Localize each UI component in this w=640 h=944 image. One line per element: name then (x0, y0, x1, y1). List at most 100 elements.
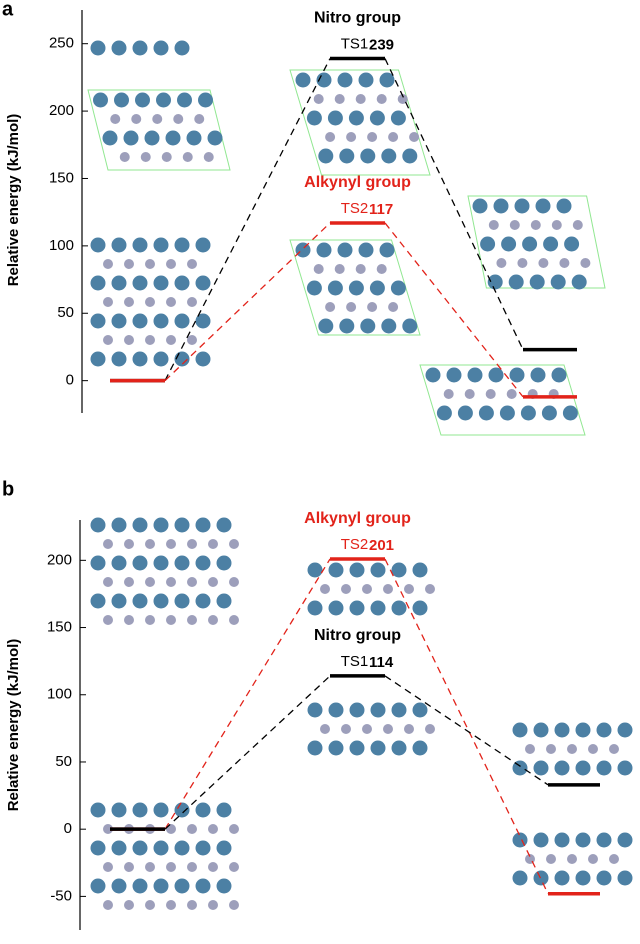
atom (379, 72, 395, 88)
atom (551, 220, 562, 230)
atom (103, 577, 113, 587)
atom (617, 722, 633, 738)
connector (384, 58, 524, 350)
atom (174, 593, 190, 609)
atom (203, 152, 214, 162)
atom (509, 220, 520, 230)
atom (493, 198, 509, 214)
atom (177, 92, 192, 108)
atom (337, 242, 353, 258)
surface-slab (512, 832, 633, 886)
atom (187, 900, 197, 910)
atom (124, 539, 134, 549)
atom (124, 577, 134, 587)
atom (307, 562, 323, 578)
atom (187, 577, 197, 587)
atom (348, 110, 364, 126)
atom (596, 832, 612, 848)
atom (436, 405, 452, 421)
atom (103, 615, 113, 625)
atom (506, 389, 517, 399)
atom (145, 862, 155, 872)
atom (153, 40, 169, 56)
atom (334, 94, 345, 104)
atom (328, 740, 344, 756)
atom (325, 302, 336, 312)
atom (349, 600, 365, 616)
atom (174, 517, 190, 533)
atom (111, 40, 127, 56)
atom (153, 237, 169, 253)
atom (166, 539, 176, 549)
y-tick-label: 100 (49, 237, 74, 254)
atom (153, 840, 169, 856)
y-tick-label: 50 (57, 304, 74, 321)
atom (103, 335, 113, 345)
atom (412, 562, 428, 578)
y-tick-label: -50 (50, 887, 72, 904)
slab-outline (87, 89, 231, 171)
slab-outline (289, 69, 431, 176)
atom (369, 110, 385, 126)
atom (533, 760, 549, 776)
atom (132, 40, 148, 56)
atom (166, 900, 176, 910)
atom (132, 802, 148, 818)
atom (320, 584, 330, 594)
atom (383, 724, 393, 734)
atom (174, 878, 190, 894)
atom (501, 236, 517, 252)
atom (478, 405, 494, 421)
atom (509, 367, 525, 383)
atom (111, 351, 127, 367)
atom (564, 236, 580, 252)
atom (346, 302, 357, 312)
atom (132, 351, 148, 367)
atom (346, 132, 357, 142)
atom (349, 702, 365, 718)
y-tick-label: 150 (49, 169, 74, 186)
atom (596, 870, 612, 886)
atom (124, 259, 134, 269)
atom (358, 242, 374, 258)
atom (533, 870, 549, 886)
atom (370, 702, 386, 718)
atom (166, 335, 176, 345)
atom (554, 832, 570, 848)
atom (173, 114, 184, 124)
ts-energy: 117 (369, 201, 393, 218)
ts-label: TS1 (341, 35, 369, 52)
atom (596, 760, 612, 776)
atom (124, 297, 134, 307)
atom (609, 744, 619, 754)
surface-slab (419, 364, 586, 436)
atom (229, 615, 239, 625)
atom (480, 236, 496, 252)
atom (328, 702, 344, 718)
atom (103, 539, 113, 549)
atom (446, 367, 462, 383)
atom (575, 760, 591, 776)
pathway-name: Alkynyl group (304, 174, 411, 191)
atom (216, 593, 232, 609)
atom (348, 280, 364, 296)
atom (575, 870, 591, 886)
atom (327, 110, 343, 126)
atom (318, 318, 334, 334)
atom (404, 724, 414, 734)
atom (90, 840, 106, 856)
atom (145, 577, 155, 587)
atom (145, 900, 155, 910)
atom (530, 220, 541, 230)
atom (562, 405, 578, 421)
atom (208, 539, 218, 549)
atom (187, 824, 197, 834)
atom (337, 72, 353, 88)
atom (145, 615, 155, 625)
atom (425, 367, 441, 383)
atom (550, 274, 566, 290)
atom (174, 555, 190, 571)
atom (132, 878, 148, 894)
atom (153, 351, 169, 367)
